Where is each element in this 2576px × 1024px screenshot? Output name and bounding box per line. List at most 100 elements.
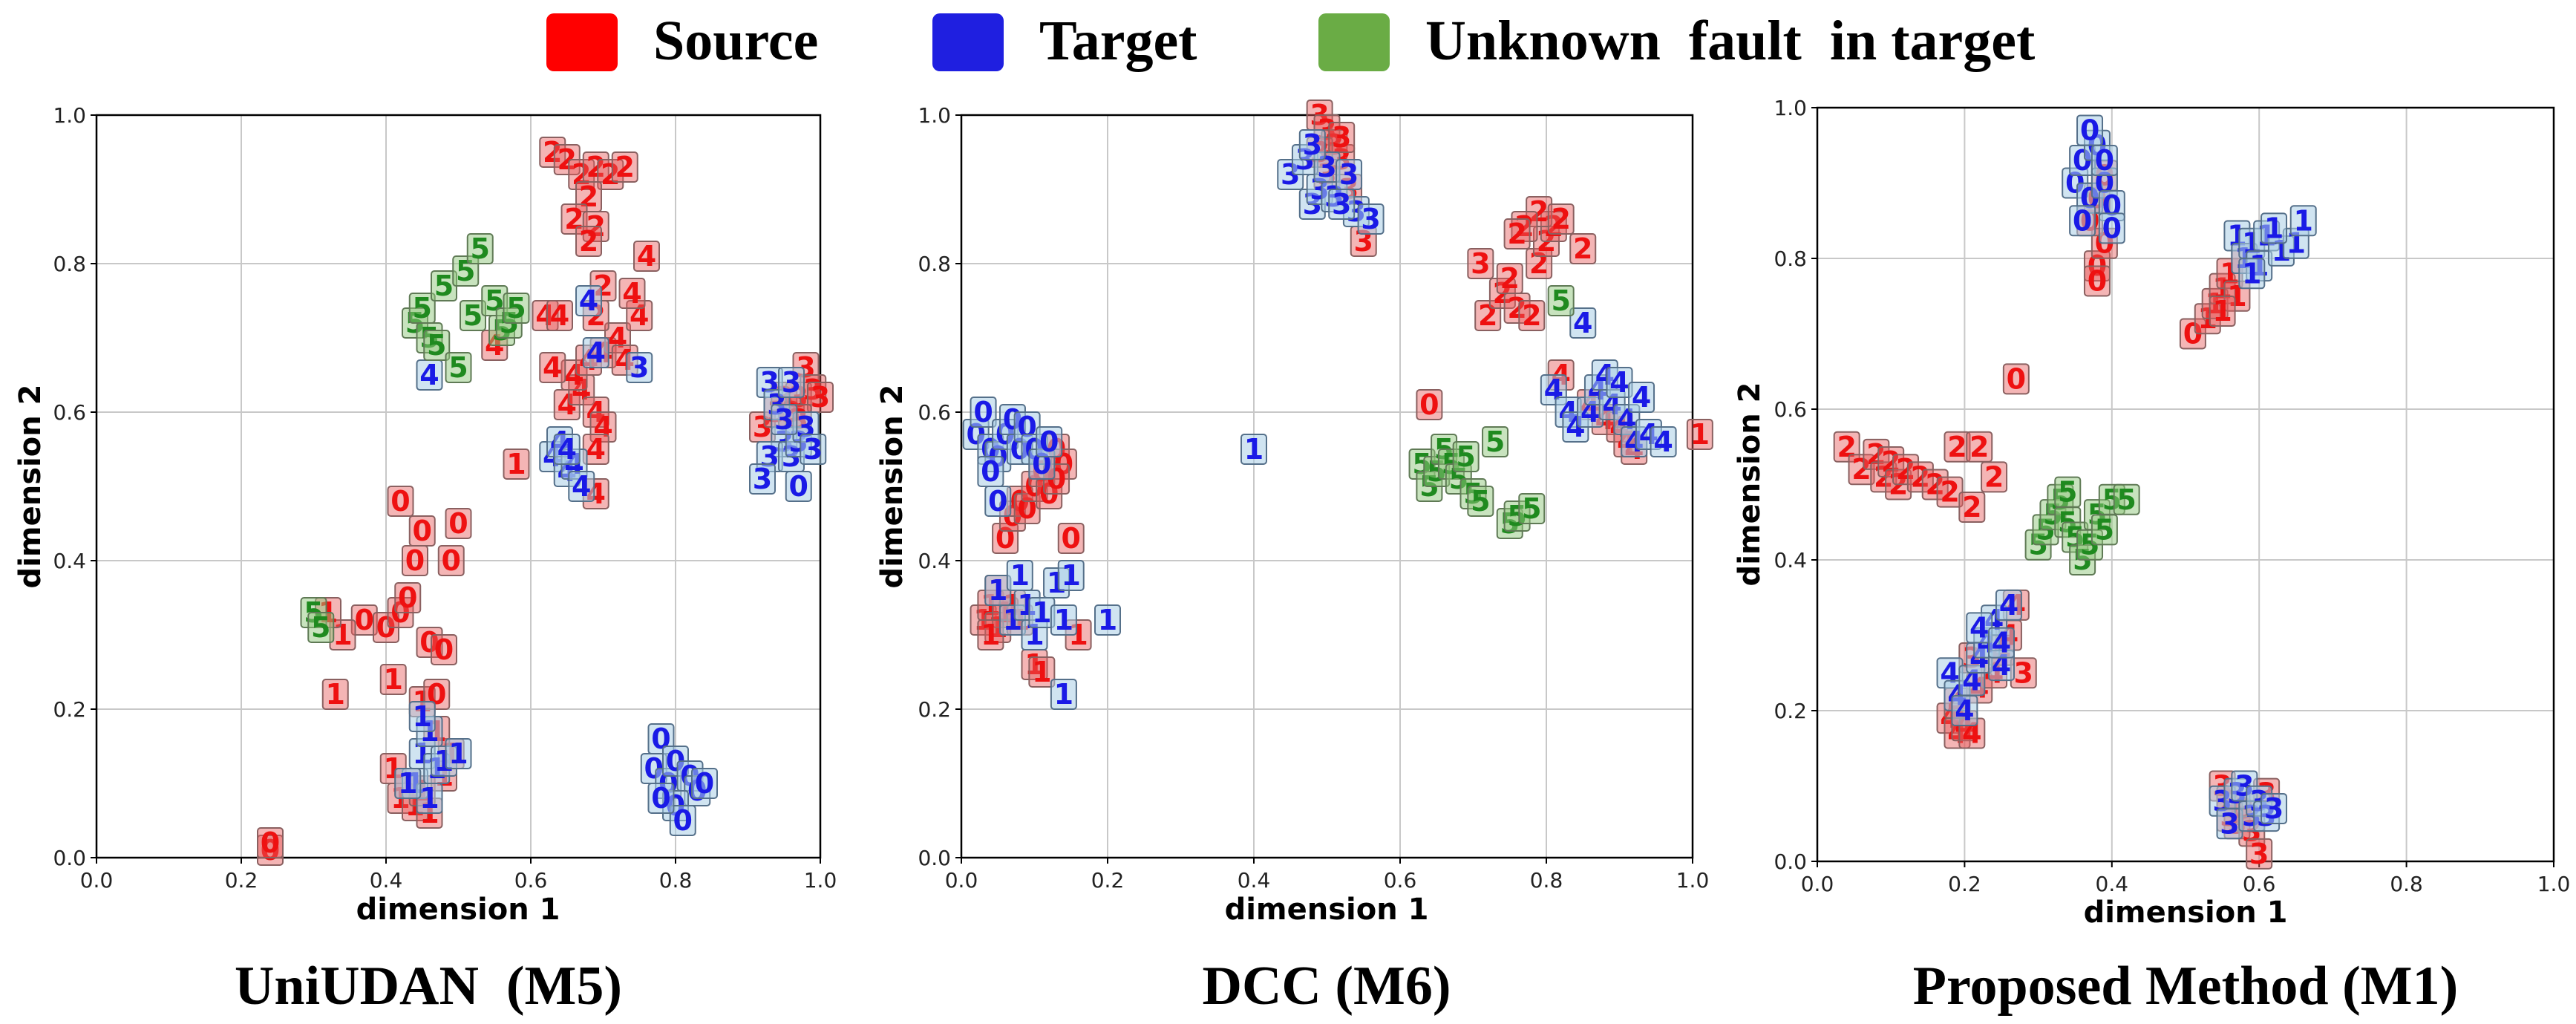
point-source: 0 <box>350 604 378 636</box>
y-tick-label: 1.0 <box>53 103 86 128</box>
point-unknown: 5 <box>503 292 530 325</box>
point-box <box>1050 679 1077 710</box>
point-label: 2 <box>1507 292 1526 325</box>
point-label: 3 <box>782 366 801 399</box>
point-label: 2 <box>579 225 598 258</box>
point-label: 3 <box>2220 807 2239 840</box>
point-source: 1 <box>503 448 530 480</box>
point-target: 4 <box>1988 627 2015 659</box>
point-source: 2 <box>1569 232 1597 265</box>
point-label: 0 <box>448 507 468 540</box>
x-tick-label: 0.6 <box>1384 868 1417 893</box>
point-source: 4 <box>582 433 609 466</box>
point-label: 2 <box>1984 460 2004 493</box>
point-target: 0 <box>2069 204 2096 237</box>
point-target: 3 <box>1298 128 1326 161</box>
point-label: 5 <box>463 299 483 332</box>
point-box <box>1503 218 1531 250</box>
point-label: 4 <box>593 411 612 443</box>
point-label: 4 <box>608 322 627 354</box>
y-tick-label: 0.8 <box>1774 247 1807 271</box>
x-tick-label: 1.0 <box>2537 872 2571 896</box>
point-label: 5 <box>1485 425 1505 458</box>
point-label: 2 <box>586 151 606 183</box>
point-target: 0 <box>785 470 812 503</box>
point-label: 1 <box>326 678 345 711</box>
point-box <box>1482 426 1509 457</box>
point-label: 2 <box>572 158 591 191</box>
point-label: 1 <box>506 448 526 480</box>
point-label: 2 <box>615 151 635 183</box>
point-label: 0 <box>390 485 410 518</box>
point-box <box>466 233 494 264</box>
x-tick-label: 0.4 <box>370 868 403 893</box>
point-box <box>582 337 609 368</box>
point-source: 2 <box>1958 491 1986 524</box>
chart-panel-proposed: 0.0 0.2 0.4 0.6 0.8 1.0 0.00.20.40.60.81.0 22… <box>1733 96 2570 1017</box>
y-tick-label: 1.0 <box>918 103 951 128</box>
point-box <box>1028 656 1056 688</box>
point-source: 0 <box>1057 522 1085 555</box>
point-source: 4 <box>633 240 660 273</box>
point-label: 3 <box>753 463 772 495</box>
point-label: 4 <box>558 433 577 466</box>
point-box <box>307 612 335 643</box>
point-box <box>2083 265 2111 297</box>
point-label: 0 <box>2102 212 2122 244</box>
point-source: 2 <box>1944 431 1971 463</box>
x-tick-labels: 0.0 0.2 0.4 0.6 0.8 1.0 <box>945 868 1710 893</box>
point-label: 2 <box>1896 453 1915 486</box>
point-source: 2 <box>1518 299 1546 332</box>
point-target: 4 <box>575 284 602 317</box>
y-tick-labels: 0.0 0.2 0.4 0.6 0.8 1.0 <box>53 103 86 870</box>
point-label: 3 <box>1332 121 1351 154</box>
x-tick-label: 0.0 <box>1801 872 1834 896</box>
point-box <box>669 805 696 836</box>
point-box <box>785 471 812 502</box>
point-box <box>2002 363 2030 395</box>
point-box <box>408 515 436 547</box>
legend-swatch-target <box>932 13 1004 71</box>
point-box <box>1357 203 1385 235</box>
point-label: 0 <box>1039 425 1059 458</box>
point-target: 1 <box>394 767 422 800</box>
point-label: 2 <box>1837 431 1856 463</box>
point-source: 2 <box>553 143 581 176</box>
point-source: 2 <box>575 225 602 258</box>
point-label: 1 <box>398 767 417 800</box>
x-axis-label: dimension 1 <box>2084 896 2288 930</box>
point-box <box>532 300 559 331</box>
point-target: 4 <box>1966 611 1993 644</box>
point-box <box>1686 419 1713 450</box>
point-source: 4 <box>532 299 559 332</box>
point-label: 5 <box>434 270 454 302</box>
point-label: 4 <box>579 284 598 317</box>
legend-item-unknown: Unknown fault in target <box>1318 10 2035 72</box>
legend-swatch-unknown <box>1318 13 1390 71</box>
point-box <box>1467 486 1494 517</box>
point-label: 4 <box>535 299 555 332</box>
chart-title: DCC (M6) <box>1203 956 1451 1017</box>
point-source: 0 <box>2083 264 2111 297</box>
y-tick-label: 0.0 <box>53 846 86 870</box>
point-label: 1 <box>1010 559 1030 592</box>
point-target: 4 <box>1569 307 1597 339</box>
point-box <box>970 397 997 428</box>
point-label: 4 <box>586 433 606 466</box>
point-box <box>611 151 638 183</box>
point-source: 0 <box>1416 388 1443 421</box>
point-source: 3 <box>2010 656 2037 689</box>
point-label: 1 <box>1244 433 1264 466</box>
point-label: 0 <box>695 767 714 800</box>
point-box <box>445 508 472 539</box>
y-tick-label: 0.0 <box>1774 849 1807 874</box>
point-target: 1 <box>408 700 436 733</box>
point-target: 4 <box>1606 366 1633 399</box>
point-box <box>1547 203 1575 235</box>
point-label: 4 <box>1632 381 1651 414</box>
point-label: 4 <box>637 240 656 273</box>
point-source: 0 <box>408 515 436 547</box>
point-unknown: 5 <box>1547 284 1575 317</box>
point-target: 4 <box>1995 589 2022 622</box>
point-label: 2 <box>1911 460 1930 493</box>
